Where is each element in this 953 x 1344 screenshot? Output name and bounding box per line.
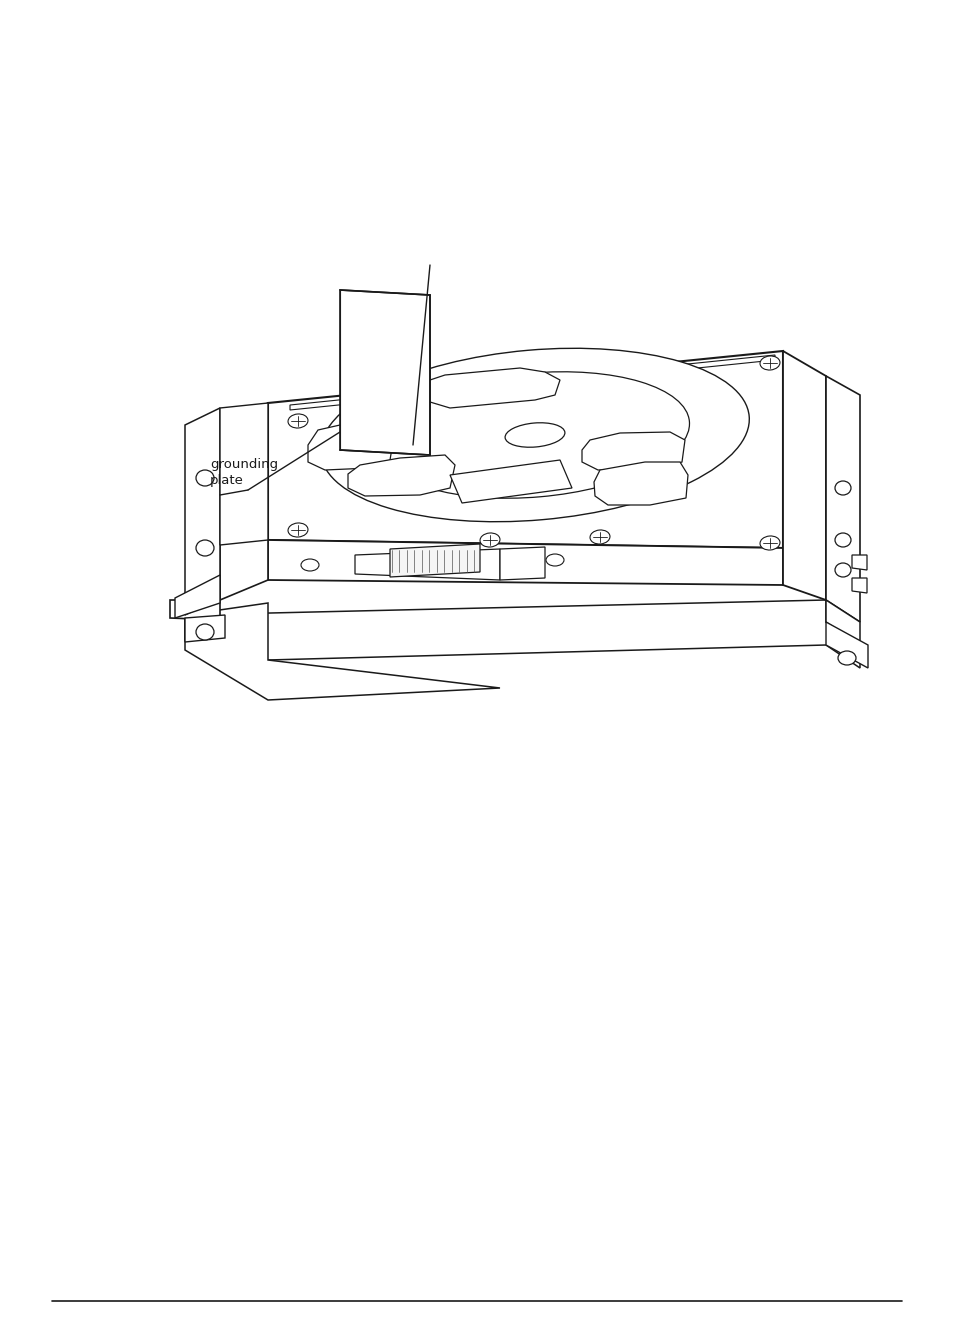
- Ellipse shape: [195, 624, 213, 640]
- Ellipse shape: [288, 523, 308, 538]
- Text: grounding
plate: grounding plate: [210, 458, 278, 487]
- Polygon shape: [499, 547, 544, 581]
- Ellipse shape: [834, 534, 850, 547]
- Ellipse shape: [834, 481, 850, 495]
- Polygon shape: [390, 544, 479, 577]
- Polygon shape: [170, 599, 220, 620]
- Polygon shape: [421, 368, 559, 409]
- Polygon shape: [185, 599, 859, 668]
- Ellipse shape: [380, 372, 689, 499]
- Polygon shape: [825, 599, 859, 645]
- Ellipse shape: [479, 534, 499, 547]
- Polygon shape: [825, 376, 859, 622]
- Polygon shape: [268, 351, 782, 548]
- Polygon shape: [581, 431, 684, 470]
- Ellipse shape: [320, 348, 748, 521]
- Ellipse shape: [545, 554, 563, 566]
- Ellipse shape: [195, 470, 213, 487]
- Polygon shape: [450, 460, 572, 503]
- Ellipse shape: [589, 530, 609, 544]
- Ellipse shape: [760, 536, 780, 550]
- Polygon shape: [339, 290, 430, 456]
- Ellipse shape: [301, 559, 318, 571]
- Polygon shape: [220, 403, 268, 599]
- Polygon shape: [290, 355, 774, 410]
- Polygon shape: [594, 462, 687, 505]
- Polygon shape: [782, 351, 825, 599]
- Polygon shape: [851, 555, 866, 570]
- Polygon shape: [851, 578, 866, 593]
- Ellipse shape: [195, 540, 213, 556]
- Polygon shape: [185, 603, 499, 700]
- Ellipse shape: [504, 423, 564, 448]
- Polygon shape: [220, 403, 268, 546]
- Ellipse shape: [760, 356, 780, 370]
- Polygon shape: [185, 409, 220, 616]
- Polygon shape: [308, 422, 395, 470]
- Polygon shape: [355, 548, 499, 581]
- Polygon shape: [825, 622, 867, 668]
- Ellipse shape: [288, 414, 308, 427]
- Ellipse shape: [834, 563, 850, 577]
- Polygon shape: [185, 616, 225, 642]
- Polygon shape: [348, 456, 455, 496]
- Polygon shape: [174, 575, 220, 618]
- Ellipse shape: [837, 650, 855, 665]
- Polygon shape: [268, 540, 782, 585]
